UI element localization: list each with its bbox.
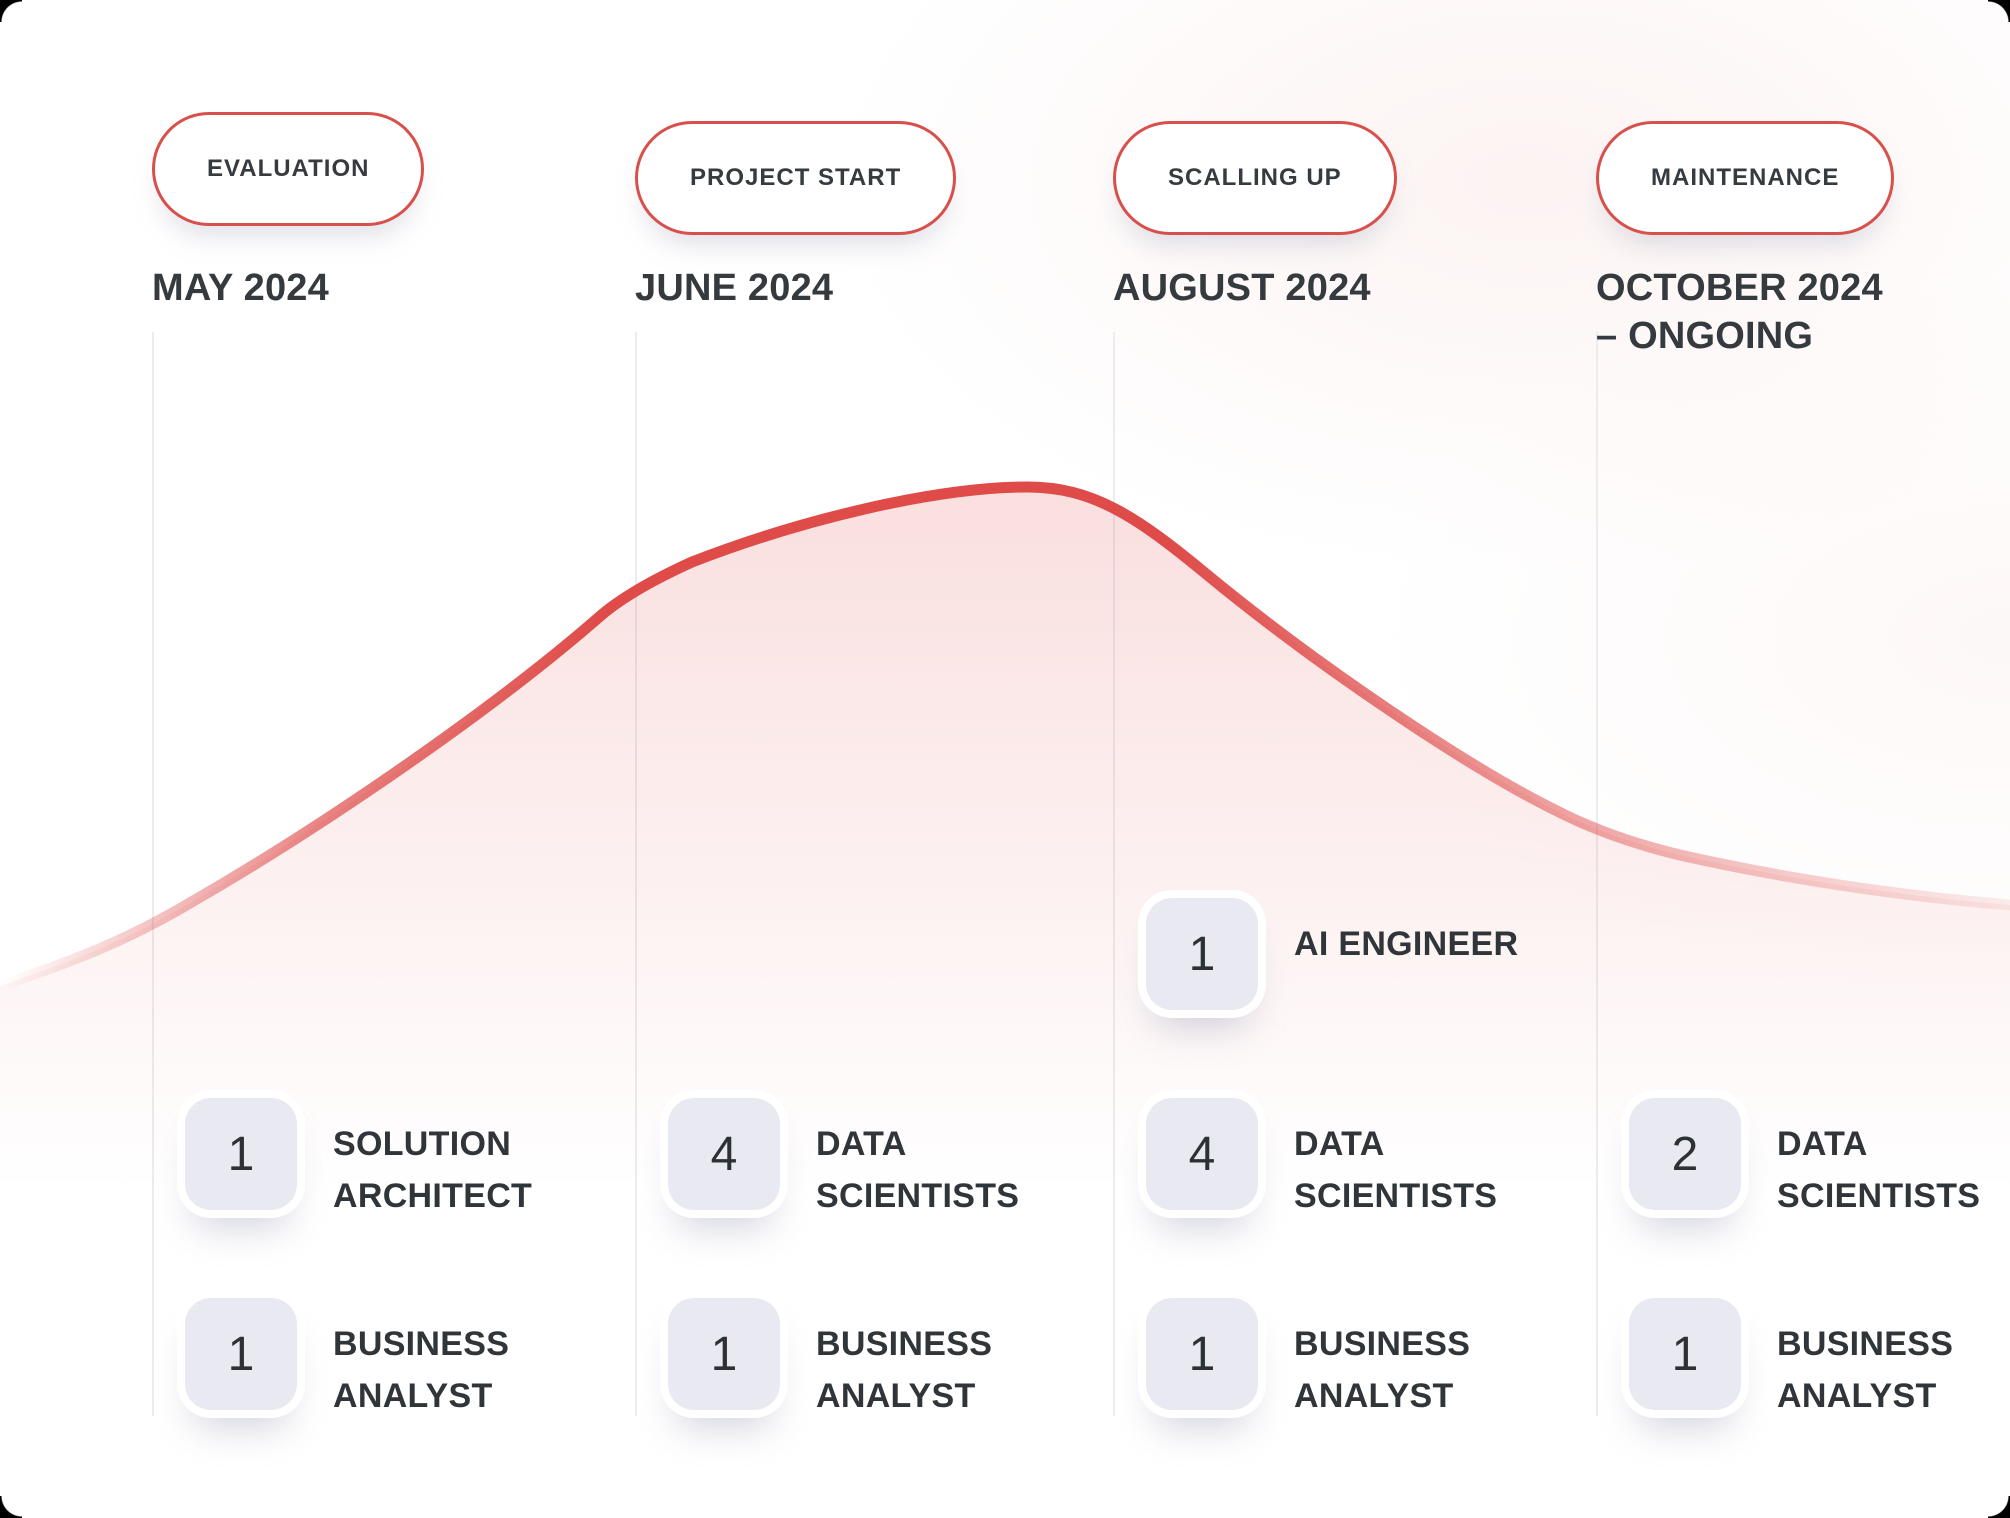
role-item: 4 DATA SCIENTISTS [1146, 1098, 1564, 1222]
role-label: DATA SCIENTISTS [1294, 1125, 1498, 1215]
role-count: 1 [227, 1327, 255, 1381]
phase-badge: MAINTENANCE [1596, 121, 1895, 235]
role-count-chip: 2 [1629, 1098, 1741, 1210]
role-label: BUSINESS ANALYST [1777, 1325, 1954, 1415]
phase-badge-label: PROJECT START [690, 164, 902, 191]
role-item: 2 DATA SCIENTISTS [1629, 1098, 2010, 1222]
phase-badge-label: MAINTENANCE [1651, 164, 1840, 191]
phase-date: AUGUST 2024 [1113, 264, 1371, 312]
role-count: 1 [710, 1327, 738, 1381]
phase-badge-label: EVALUATION [207, 155, 370, 182]
role-item: 1 BUSINESS ANALYST [1146, 1298, 1564, 1422]
role-count: 1 [1188, 927, 1216, 981]
phase-date: JUNE 2024 [635, 264, 833, 312]
team-size-area-fill [0, 487, 2010, 1240]
role-count-chip: 1 [185, 1098, 297, 1210]
phase-date-line: JUNE 2024 [635, 267, 834, 309]
role-count-chip: 1 [1146, 898, 1258, 1010]
guide-line-may [152, 332, 154, 1416]
role-count-chip: 1 [1629, 1298, 1741, 1410]
role-label: BUSINESS ANALYST [333, 1325, 510, 1415]
corner-artifact-bottom-left [0, 1496, 22, 1518]
role-item: 1 SOLUTION ARCHITECT [185, 1098, 603, 1222]
phase-column-evaluation: EVALUATION MAY 2024 1 SOLUTION ARCHITECT… [152, 0, 622, 1518]
role-item: 1 AI ENGINEER [1146, 898, 1564, 1010]
role-count: 1 [1671, 1327, 1699, 1381]
corner-artifact-top-left [0, 0, 22, 22]
phase-date-line: MAY 2024 [152, 267, 329, 309]
phase-column-maintenance: MAINTENANCE OCTOBER 2024 – ONGOING 2 DAT… [1596, 0, 2010, 1518]
role-label: DATA SCIENTISTS [1777, 1125, 1981, 1215]
phase-badge-label: SCALLING UP [1168, 164, 1342, 191]
phase-badge: EVALUATION [152, 112, 425, 226]
phase-badge: SCALLING UP [1113, 121, 1397, 235]
role-count: 1 [1188, 1327, 1216, 1381]
role-count: 4 [710, 1127, 738, 1181]
role-count-chip: 1 [185, 1298, 297, 1410]
phase-column-project-start: PROJECT START JUNE 2024 4 DATA SCIENTIST… [635, 0, 1105, 1518]
role-count-chip: 1 [668, 1298, 780, 1410]
phase-date-line2: – ONGOING [1596, 315, 1814, 357]
role-item: 1 BUSINESS ANALYST [668, 1298, 1086, 1422]
role-label: DATA SCIENTISTS [816, 1125, 1020, 1215]
phase-badge: PROJECT START [635, 121, 957, 235]
corner-artifact-bottom-right [1988, 1496, 2010, 1518]
phase-date-line: AUGUST 2024 [1113, 267, 1371, 309]
role-count: 2 [1671, 1127, 1699, 1181]
phase-column-scalling-up: SCALLING UP AUGUST 2024 1 AI ENGINEER 4 … [1113, 0, 1583, 1518]
role-count-chip: 4 [1146, 1098, 1258, 1210]
role-count-chip: 1 [1146, 1298, 1258, 1410]
role-count: 1 [227, 1127, 255, 1181]
role-item: 4 DATA SCIENTISTS [668, 1098, 1086, 1222]
role-count: 4 [1188, 1127, 1216, 1181]
role-label: SOLUTION ARCHITECT [333, 1125, 533, 1215]
role-label: AI ENGINEER [1294, 925, 1519, 963]
role-item: 1 BUSINESS ANALYST [1629, 1298, 2010, 1422]
role-count-chip: 4 [668, 1098, 780, 1210]
role-item: 1 BUSINESS ANALYST [185, 1298, 603, 1422]
phase-date-line: OCTOBER 2024 [1596, 267, 1883, 309]
phase-date: MAY 2024 [152, 264, 329, 312]
role-label: BUSINESS ANALYST [1294, 1325, 1471, 1415]
corner-artifact-top-right [1988, 0, 2010, 22]
team-size-line [0, 481, 2010, 992]
role-label: BUSINESS ANALYST [816, 1325, 993, 1415]
phase-date: OCTOBER 2024 – ONGOING [1596, 264, 1883, 360]
